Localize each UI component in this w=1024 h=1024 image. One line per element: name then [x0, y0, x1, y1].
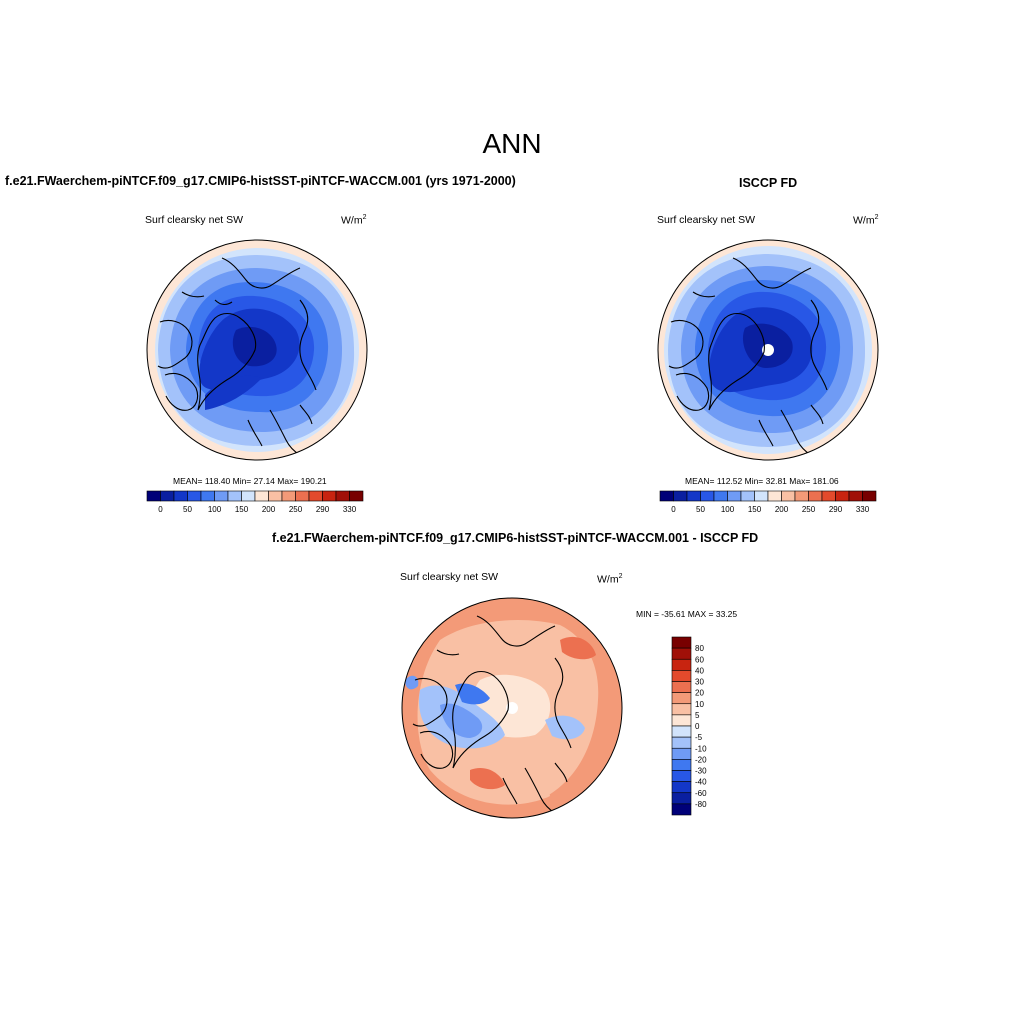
- colorbar-model-swatch: [146, 490, 161, 502]
- colorbar-difference-label: 5: [695, 711, 700, 720]
- colorbar-observations-label: 150: [748, 505, 762, 514]
- colorbar-model-label: 290: [316, 505, 330, 514]
- colorbar-model-swatch: [200, 490, 215, 502]
- colorbar-difference-swatch: [671, 781, 692, 794]
- colorbar-difference-swatch: [671, 714, 692, 727]
- panel-1-stats: MEAN= 118.40 Min= 27.14 Max= 190.21: [173, 476, 327, 486]
- colorbar-model-swatch: [308, 490, 323, 502]
- colorbar-model-swatch: [295, 490, 310, 502]
- colorbar-observations-swatch: [659, 490, 674, 502]
- panel-3-variable: Surf clearsky net SW: [400, 571, 499, 583]
- colorbar-observations-swatch: [821, 490, 836, 502]
- colorbar-difference-label: -5: [695, 733, 703, 742]
- colorbar-observations-label: 200: [775, 505, 789, 514]
- colorbar-observations-swatch: [794, 490, 809, 502]
- colorbar-model-label: 250: [289, 505, 303, 514]
- colorbar-observations-swatch: [686, 490, 701, 502]
- colorbar-model-label: 100: [208, 505, 222, 514]
- colorbar-model-swatch: [160, 490, 175, 502]
- colorbar-difference-swatch: [671, 636, 692, 649]
- colorbar-difference-label: 30: [695, 678, 704, 687]
- colorbar-model-label: 150: [235, 505, 249, 514]
- main-title: ANN: [482, 128, 542, 159]
- colorbar-model-swatch: [268, 490, 283, 502]
- colorbar-model-swatch: [335, 490, 350, 502]
- colorbar-model-swatch: [322, 490, 337, 502]
- colorbar-difference-label: -40: [695, 778, 707, 787]
- colorbar-observations-label: 0: [671, 505, 676, 514]
- colorbar-model-swatch: [254, 490, 269, 502]
- map-model: [146, 239, 368, 461]
- panel-2-stats: MEAN= 112.52 Min= 32.81 Max= 181.06: [685, 476, 839, 486]
- colorbar-difference-swatch: [671, 725, 692, 738]
- colorbar-difference: 80 60 40 30 20 10 5 0 -5 -10 -20 -30 -40 -60 -80: [671, 636, 707, 816]
- colorbar-difference-swatch: [671, 647, 692, 660]
- colorbar-difference-swatch: [671, 803, 692, 816]
- panel-1-variable: Surf clearsky net SW: [145, 214, 244, 226]
- colorbar-model-label: 200: [262, 505, 276, 514]
- colorbar-model-swatch: [349, 490, 364, 502]
- panel-2-variable: Surf clearsky net SW: [657, 214, 756, 226]
- colorbar-difference-swatch: [671, 658, 692, 671]
- colorbar-observations-label: 290: [829, 505, 843, 514]
- colorbar-observations-swatch: [754, 490, 769, 502]
- colorbar-difference-label: -10: [695, 744, 707, 753]
- colorbar-difference-swatch: [671, 670, 692, 682]
- colorbar-difference-swatch: [671, 681, 692, 693]
- colorbar-difference-label: -20: [695, 755, 707, 764]
- colorbar-model-swatch: [187, 490, 202, 502]
- colorbar-model: 0 50 100 150 200 250 290 330: [146, 490, 364, 514]
- colorbar-difference-label: -30: [695, 767, 707, 776]
- colorbar-difference-swatch: [671, 759, 692, 771]
- panel-2-title: ISCCP FD: [739, 176, 798, 190]
- colorbar-difference-label: -80: [695, 800, 707, 809]
- colorbar-model-swatch: [241, 490, 256, 502]
- colorbar-difference-label: 20: [695, 689, 704, 698]
- colorbar-difference-swatch: [671, 792, 692, 805]
- panel-1-units: W/m2: [341, 214, 367, 227]
- colorbar-model-swatch: [281, 490, 296, 502]
- colorbar-difference-swatch: [671, 736, 692, 749]
- panel-3-stats: MIN = -35.61 MAX = 33.25: [636, 609, 738, 619]
- colorbar-observations-label: 100: [721, 505, 735, 514]
- colorbar-model-label: 0: [158, 505, 163, 514]
- colorbar-difference-swatch: [671, 770, 692, 782]
- colorbar-observations-swatch: [727, 490, 742, 502]
- colorbar-model-label: 50: [183, 505, 192, 514]
- panel-2-units: W/m2: [853, 214, 879, 227]
- colorbar-observations-swatch: [808, 490, 823, 502]
- colorbar-difference-label: 60: [695, 655, 704, 664]
- colorbar-observations-swatch: [835, 490, 850, 502]
- colorbar-observations-swatch: [848, 490, 863, 502]
- colorbar-observations-swatch: [740, 490, 755, 502]
- colorbar-model-swatch: [173, 490, 188, 502]
- colorbar-observations: 0 50 100 150 200 250 290 330: [659, 490, 877, 514]
- colorbar-observations-swatch: [700, 490, 715, 502]
- colorbar-observations-label: 250: [802, 505, 816, 514]
- panel-1-title: f.e21.FWaerchem-piNTCF.f09_g17.CMIP6-his…: [5, 174, 516, 188]
- colorbar-difference-swatch: [671, 692, 692, 705]
- map-difference: [401, 597, 623, 819]
- colorbar-observations-swatch: [767, 490, 782, 502]
- colorbar-observations-swatch: [713, 490, 728, 502]
- colorbar-observations-swatch: [673, 490, 688, 502]
- colorbar-difference-label: 10: [695, 700, 704, 709]
- colorbar-difference-label: -60: [695, 789, 707, 798]
- colorbar-model-swatch: [227, 490, 242, 502]
- colorbar-difference-label: 80: [695, 644, 704, 653]
- colorbar-observations-swatch: [862, 490, 877, 502]
- colorbar-difference-label: 0: [695, 722, 700, 731]
- colorbar-observations-label: 330: [856, 505, 870, 514]
- colorbar-observations-swatch: [781, 490, 796, 502]
- colorbar-difference-swatch: [671, 703, 692, 716]
- colorbar-difference-label: 40: [695, 666, 704, 675]
- panel-3-units: W/m2: [597, 573, 623, 586]
- colorbar-observations-label: 50: [696, 505, 705, 514]
- colorbar-difference-swatch: [671, 747, 692, 760]
- map-observations: [657, 239, 879, 461]
- colorbar-model-label: 330: [343, 505, 357, 514]
- panel-3-title: f.e21.FWaerchem-piNTCF.f09_g17.CMIP6-his…: [272, 531, 759, 545]
- colorbar-model-swatch: [214, 490, 229, 502]
